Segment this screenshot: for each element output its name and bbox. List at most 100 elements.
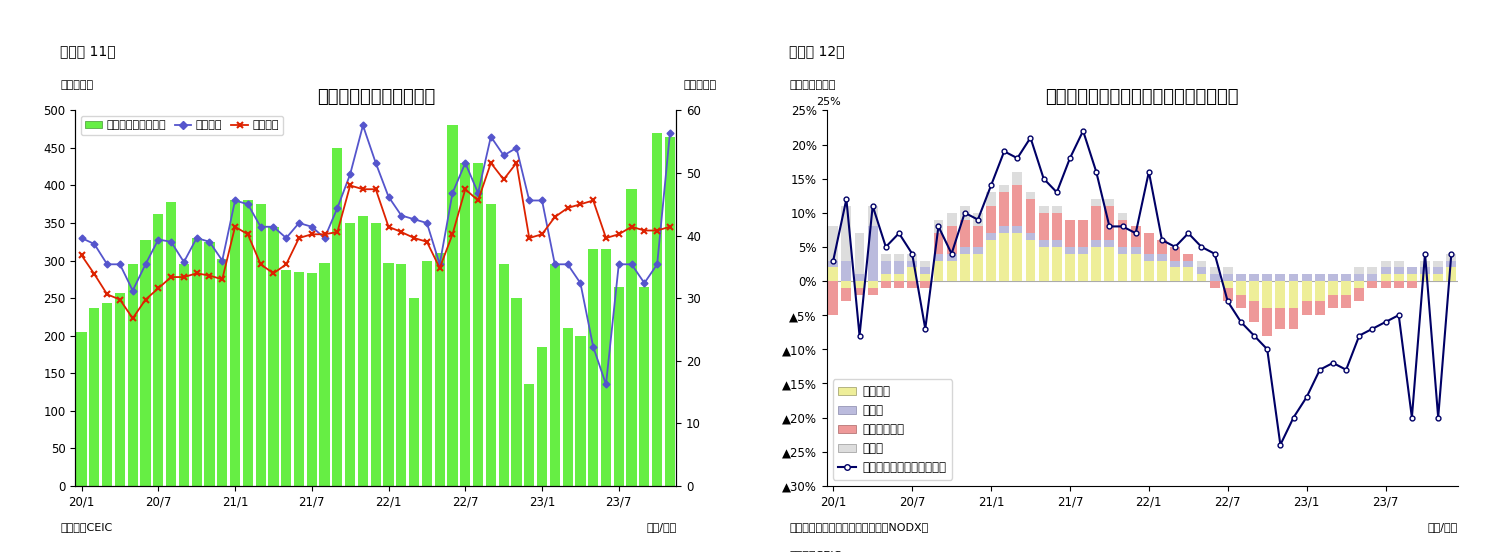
- 総輸出額: [622, 261, 640, 268]
- Bar: [1078, 247, 1088, 254]
- 総輸出額: [406, 216, 424, 222]
- Bar: [1263, 309, 1272, 336]
- 非石油輸出（再輸出除く）: [1180, 230, 1198, 237]
- Bar: [1052, 240, 1061, 247]
- Bar: [881, 261, 891, 274]
- Bar: [1196, 274, 1207, 281]
- 非石油輸出（再輸出除く）: [1048, 189, 1066, 195]
- Bar: [485, 204, 496, 486]
- 総輸入額: [622, 224, 640, 230]
- Bar: [1025, 233, 1036, 240]
- Bar: [1420, 261, 1429, 267]
- Bar: [1210, 267, 1219, 274]
- Bar: [1025, 199, 1036, 233]
- 総輸入額: [328, 229, 346, 235]
- Bar: [972, 226, 983, 247]
- 総輸入額: [661, 224, 679, 230]
- Bar: [1171, 247, 1180, 261]
- Legend: 電子製品, 医薬品, 石油化学製品, その他, 非石油輸出（再輸出除く）: 電子製品, 医薬品, 石油化学製品, その他, 非石油輸出（再輸出除く）: [833, 379, 951, 480]
- Bar: [1434, 267, 1443, 274]
- Bar: [1407, 274, 1417, 281]
- Bar: [1420, 274, 1429, 281]
- Bar: [1105, 206, 1114, 240]
- 総輸入額: [302, 231, 320, 237]
- 総輸出額: [508, 145, 526, 151]
- Bar: [1196, 267, 1207, 274]
- Legend: 貿易収支（右目盛）, 総輸出額, 総輸入額: 貿易収支（右目盛）, 総輸出額, 総輸入額: [81, 116, 284, 135]
- 総輸出額: [137, 261, 155, 268]
- Text: （図表 12）: （図表 12）: [789, 44, 845, 58]
- Bar: [894, 254, 903, 261]
- Bar: [1249, 274, 1260, 281]
- Bar: [842, 281, 851, 288]
- 非石油輸出（再輸出除く）: [969, 216, 987, 223]
- 総輸出額: [610, 261, 628, 268]
- 総輸入額: [98, 291, 116, 298]
- Bar: [1368, 274, 1377, 281]
- Bar: [1039, 213, 1049, 240]
- 非石油輸出（再輸出除く）: [929, 223, 947, 230]
- Bar: [1157, 261, 1166, 281]
- Bar: [576, 336, 586, 486]
- Bar: [960, 206, 969, 220]
- 非石油輸出（再輸出除く）: [890, 230, 908, 237]
- 総輸入額: [239, 231, 257, 237]
- Bar: [320, 263, 329, 486]
- Bar: [881, 274, 891, 281]
- 総輸出額: [353, 122, 371, 129]
- Bar: [1091, 240, 1102, 247]
- Bar: [383, 263, 394, 486]
- 総輸入額: [353, 186, 371, 193]
- Bar: [601, 250, 612, 486]
- 総輸入額: [482, 160, 500, 166]
- Bar: [933, 254, 944, 261]
- Bar: [881, 281, 891, 288]
- Bar: [1210, 274, 1219, 281]
- Bar: [1052, 247, 1061, 281]
- Bar: [920, 267, 930, 274]
- Bar: [920, 281, 930, 288]
- 非石油輸出（再輸出除く）: [837, 196, 855, 203]
- 総輸入額: [251, 261, 269, 268]
- 非石油輸出（再輸出除く）: [942, 251, 960, 257]
- Bar: [972, 254, 983, 281]
- 総輸入額: [174, 274, 192, 280]
- Bar: [295, 272, 304, 486]
- Bar: [1235, 274, 1246, 281]
- Bar: [1302, 274, 1312, 281]
- Bar: [1354, 288, 1365, 301]
- Bar: [165, 202, 176, 486]
- Bar: [588, 250, 598, 486]
- Bar: [1091, 199, 1102, 206]
- 総輸入額: [431, 265, 449, 272]
- 非石油輸出（再輸出除く）: [1338, 367, 1356, 373]
- 総輸入額: [290, 235, 308, 241]
- Bar: [1025, 240, 1036, 281]
- 総輸入額: [546, 214, 564, 220]
- 総輸出額: [316, 235, 334, 241]
- Bar: [1276, 309, 1285, 329]
- 総輸出額: [239, 201, 257, 208]
- Bar: [908, 261, 917, 267]
- 総輸入額: [392, 229, 410, 235]
- 総輸出額: [98, 261, 116, 268]
- 非石油輸出（再輸出除く）: [1390, 312, 1408, 319]
- Bar: [1013, 172, 1022, 185]
- 非石油輸出（再輸出除く）: [1402, 414, 1420, 421]
- 総輸入額: [571, 201, 589, 208]
- Bar: [1434, 274, 1443, 281]
- 非石油輸出（再輸出除く）: [1166, 243, 1184, 250]
- 総輸入額: [406, 235, 424, 241]
- Bar: [269, 227, 278, 486]
- Bar: [1354, 281, 1365, 288]
- 非石油輸出（再輸出除く）: [1272, 442, 1290, 448]
- 総輸出額: [174, 259, 192, 266]
- 総輸出額: [636, 280, 654, 286]
- Bar: [1288, 274, 1299, 281]
- 総輸入額: [597, 235, 615, 241]
- 非石油輸出（再輸出除く）: [1443, 251, 1461, 257]
- Bar: [947, 254, 956, 261]
- Bar: [1329, 295, 1338, 309]
- 総輸入額: [213, 276, 231, 283]
- 非石油輸出（再輸出除く）: [1285, 414, 1303, 421]
